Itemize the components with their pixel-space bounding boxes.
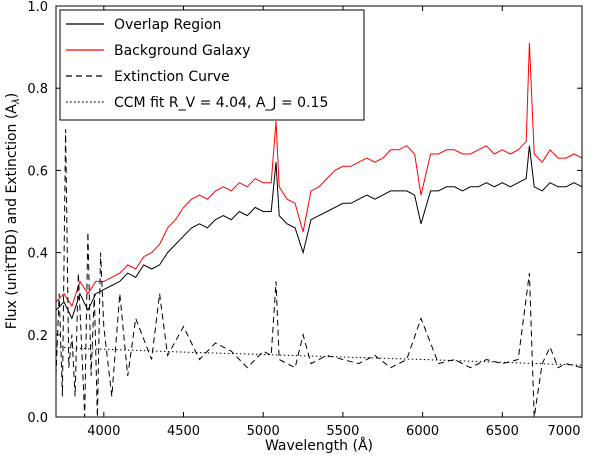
series-line-background-galaxy — [56, 42, 582, 308]
x-tick-label: 6500 — [486, 424, 519, 439]
series-layer — [56, 42, 582, 417]
x-tick-label: 7000 — [547, 424, 580, 439]
y-axis-ticks: 0.0 0.2 0.4 0.6 0.8 1.0 — [27, 0, 582, 426]
legend: Overlap Region Background Galaxy Extinct… — [59, 9, 365, 121]
x-tick-label: 5000 — [247, 424, 280, 439]
legend-label-overlap-region: Overlap Region — [114, 17, 221, 33]
x-axis-label: Wavelength (Å) — [265, 437, 373, 454]
x-axis-ticks: 4000 4500 5000 5500 6000 6500 7000 — [87, 6, 583, 439]
y-tick-label: 0.2 — [27, 329, 48, 344]
y-tick-label: 1.0 — [27, 0, 48, 15]
y-tick-label: 0.0 — [27, 411, 48, 426]
y-axis-label: Flux (unitTBD) and Extinction (Aλ) — [4, 93, 22, 330]
y-tick-label: 0.6 — [27, 164, 48, 179]
series-line-overlap-region — [56, 145, 582, 320]
legend-label-extinction-curve: Extinction Curve — [114, 69, 230, 85]
y-tick-label: 0.4 — [27, 247, 48, 262]
x-tick-label: 5500 — [326, 424, 359, 439]
legend-box — [59, 9, 365, 121]
legend-label-ccm-fit: CCM fit R_V = 4.04, A_J = 0.15 — [114, 95, 328, 111]
series-line-extinction-curve — [56, 129, 582, 417]
x-tick-label: 6000 — [406, 424, 439, 439]
plot-frame — [55, 5, 583, 418]
legend-label-background-galaxy: Background Galaxy — [114, 43, 250, 59]
x-tick-label: 4500 — [167, 424, 200, 439]
y-tick-label: 0.8 — [27, 82, 48, 97]
x-tick-label: 4000 — [87, 424, 120, 439]
